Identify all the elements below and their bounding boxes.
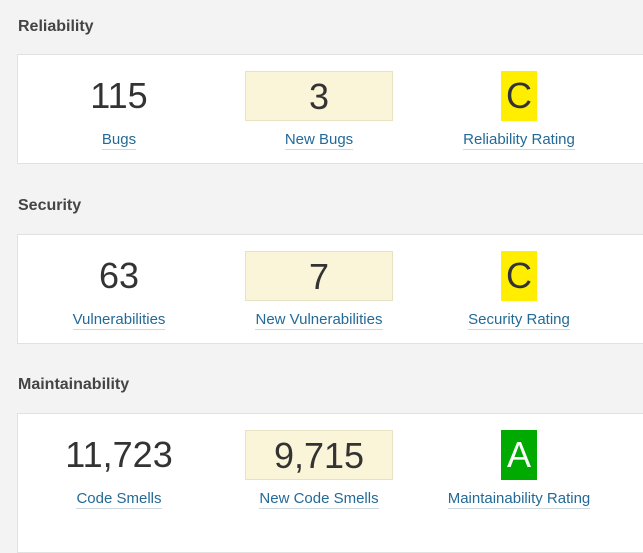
- vulnerabilities-link[interactable]: Vulnerabilities: [72, 311, 166, 330]
- bugs-link[interactable]: Bugs: [101, 131, 137, 150]
- code-smells-link[interactable]: Code Smells: [76, 490, 162, 509]
- security-title: Security: [18, 197, 82, 214]
- new-vulnerabilities-metric: 7 New Vulnerabilities: [219, 235, 419, 345]
- maintainability-card: 11,723 Code Smells 9,715 New Code Smells…: [17, 413, 643, 553]
- vulnerabilities-metric: 63 Vulnerabilities: [19, 235, 219, 345]
- reliability-rating-badge[interactable]: C: [501, 71, 537, 121]
- new-code-smells-metric: 9,715 New Code Smells: [219, 414, 419, 524]
- new-bugs-link[interactable]: New Bugs: [284, 131, 354, 150]
- security-rating-badge[interactable]: C: [501, 251, 537, 301]
- security-rating-metric: C Security Rating: [419, 235, 619, 345]
- security-card: 63 Vulnerabilities 7 New Vulnerabilities…: [17, 234, 643, 344]
- new-code-smells-value[interactable]: 9,715: [245, 430, 393, 480]
- new-code-smells-link[interactable]: New Code Smells: [259, 490, 379, 509]
- maintainability-rating-link[interactable]: Maintainability Rating: [447, 490, 591, 509]
- code-smells-value[interactable]: 11,723: [65, 434, 173, 475]
- maintainability-title: Maintainability: [18, 376, 130, 393]
- reliability-title: Reliability: [18, 18, 94, 35]
- maintainability-rating-badge[interactable]: A: [501, 430, 537, 480]
- bugs-value[interactable]: 115: [90, 75, 148, 116]
- reliability-card: 115 Bugs 3 New Bugs C Reliability Rating: [17, 54, 643, 164]
- new-bugs-metric: 3 New Bugs: [219, 55, 419, 165]
- code-smells-metric: 11,723 Code Smells: [19, 414, 219, 524]
- maintainability-rating-metric: A Maintainability Rating: [419, 414, 619, 524]
- new-vulnerabilities-value[interactable]: 7: [245, 251, 393, 301]
- new-bugs-value[interactable]: 3: [245, 71, 393, 121]
- new-vulnerabilities-link[interactable]: New Vulnerabilities: [255, 311, 383, 330]
- reliability-rating-metric: C Reliability Rating: [419, 55, 619, 165]
- reliability-rating-link[interactable]: Reliability Rating: [463, 131, 575, 150]
- vulnerabilities-value[interactable]: 63: [98, 255, 140, 296]
- security-rating-link[interactable]: Security Rating: [468, 311, 570, 330]
- bugs-metric: 115 Bugs: [19, 55, 219, 165]
